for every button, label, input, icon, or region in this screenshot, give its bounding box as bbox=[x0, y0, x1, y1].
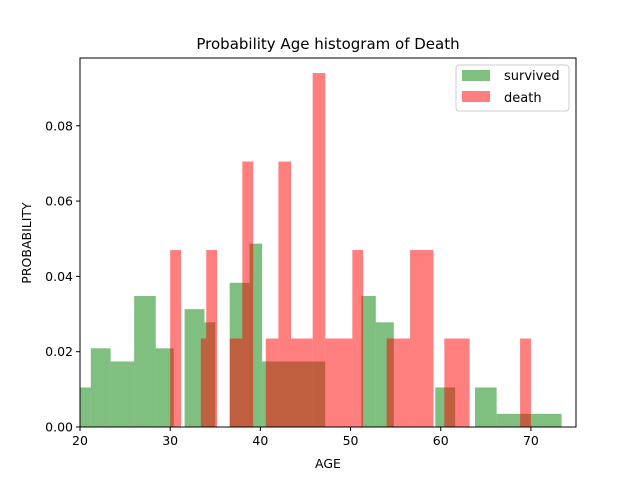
series-death bbox=[170, 73, 531, 428]
bar-death-0 bbox=[170, 250, 182, 427]
legend-swatch-death bbox=[462, 91, 490, 102]
bar-death-6 bbox=[242, 161, 254, 428]
legend-label-death: death bbox=[504, 91, 542, 106]
bar-death-10 bbox=[291, 338, 313, 427]
x-tick-label: 60 bbox=[433, 433, 449, 448]
bar-survived-6 bbox=[184, 309, 205, 427]
bar-survived-11 bbox=[262, 361, 266, 427]
y-axis-label: PROBABILITY bbox=[19, 202, 34, 284]
y-tick-label: 0.08 bbox=[45, 118, 73, 133]
y-tick-label: 0.00 bbox=[45, 420, 73, 435]
bar-survived-14 bbox=[361, 295, 376, 427]
y-tick-label: 0.02 bbox=[45, 344, 73, 359]
bar-death-16 bbox=[410, 250, 434, 427]
bar-survived-19 bbox=[474, 387, 497, 427]
bar-death-2 bbox=[200, 338, 207, 427]
bar-death-3 bbox=[206, 250, 218, 427]
axes-frame bbox=[79, 57, 577, 428]
x-tick-label: 20 bbox=[72, 433, 88, 448]
x-tick-label: 50 bbox=[343, 433, 359, 448]
legend-swatch-survived bbox=[462, 70, 490, 81]
x-tick-label: 70 bbox=[523, 433, 539, 448]
bars-layer bbox=[80, 73, 562, 428]
chart-title: Probability Age histogram of Death bbox=[196, 35, 459, 53]
bar-death-5 bbox=[229, 338, 243, 427]
bar-survived-4 bbox=[155, 348, 174, 427]
bar-death-11 bbox=[312, 73, 326, 428]
bar-death-12 bbox=[325, 338, 353, 427]
y-axis: 0.00 0.02 0.04 0.06 0.08 bbox=[45, 118, 80, 435]
bar-death-15 bbox=[386, 338, 411, 427]
x-axis-label: AGE bbox=[315, 456, 341, 471]
y-tick-label: 0.04 bbox=[45, 269, 73, 284]
legend: survived death bbox=[455, 64, 570, 112]
x-axis: 20 30 40 50 60 70 bbox=[72, 427, 539, 448]
bar-survived-1 bbox=[90, 348, 111, 427]
y-tick-label: 0.06 bbox=[45, 194, 73, 209]
bar-death-8 bbox=[265, 338, 279, 427]
bar-death-20 bbox=[520, 338, 531, 427]
bar-survived-2 bbox=[110, 361, 135, 427]
x-tick-label: 40 bbox=[252, 433, 268, 448]
bar-death-18 bbox=[444, 338, 470, 427]
legend-label-survived: survived bbox=[504, 69, 560, 84]
bar-death-9 bbox=[278, 161, 292, 428]
x-tick-label: 30 bbox=[162, 433, 178, 448]
bar-survived-3 bbox=[134, 295, 156, 427]
bar-survived-0 bbox=[80, 387, 91, 427]
bar-death-13 bbox=[352, 250, 364, 427]
